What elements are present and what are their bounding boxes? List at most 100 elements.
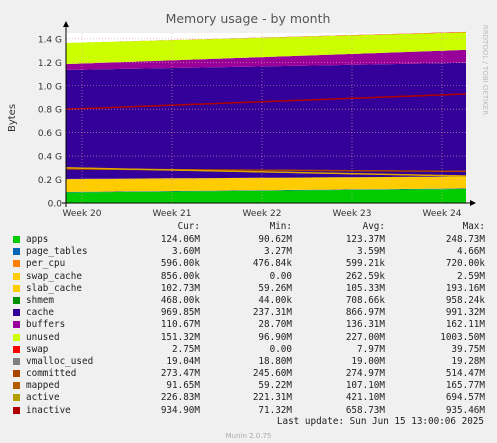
legend-row-inactive: inactive 934.90M 71.32M 658.73M 935.46M bbox=[0, 405, 497, 417]
x-tick-label: Week 20 bbox=[63, 209, 102, 219]
y-axis-label: Bytes bbox=[7, 104, 18, 132]
legend-name: unused bbox=[26, 331, 60, 343]
legend-name: shmem bbox=[26, 294, 54, 306]
legend-swatch bbox=[13, 333, 20, 341]
x-axis-arrow bbox=[470, 200, 476, 206]
legend-row-page-tables: page_tables 3.60M 3.27M 3.59M 4.66M bbox=[0, 246, 497, 258]
legend-row-unused: unused 151.32M 96.90M 227.00M 1003.50M bbox=[0, 332, 497, 344]
line-inactive bbox=[65, 93, 467, 110]
legend-row-swap: swap 2.75M 0.00 7.97M 39.75M bbox=[0, 344, 497, 356]
area-shmem bbox=[66, 176, 466, 180]
legend-name: swap_cache bbox=[26, 270, 82, 282]
legend-cur: 969.85M bbox=[160, 307, 200, 319]
legend-cur: 934.90M bbox=[160, 404, 200, 416]
legend-max: 165.77M bbox=[445, 380, 485, 392]
legend-row-committed: committed 273.47M 245.60M 274.97M 514.47M bbox=[0, 368, 497, 380]
legend-name: per_cpu bbox=[26, 258, 66, 270]
legend-name: mapped bbox=[26, 380, 60, 392]
legend-header-min: Min: bbox=[269, 221, 292, 232]
legend-max: 4.66M bbox=[457, 246, 485, 258]
legend-swatch bbox=[13, 370, 20, 378]
legend-avg: 274.97M bbox=[345, 368, 385, 380]
legend-max: 958.24k bbox=[445, 294, 485, 306]
legend-cur: 91.65M bbox=[166, 380, 200, 392]
legend-cur: 596.00k bbox=[160, 258, 200, 270]
legend-cur: 19.04M bbox=[166, 355, 200, 367]
legend-row-per-cpu: per_cpu 596.00k 476.84k 599.21k 720.00k bbox=[0, 258, 497, 270]
legend-min: 3.27M bbox=[264, 246, 292, 258]
legend-max: 2.59M bbox=[457, 270, 485, 282]
legend-avg: 421.10M bbox=[345, 392, 385, 404]
legend-cur: 226.83M bbox=[160, 392, 200, 404]
legend-swatch bbox=[13, 394, 20, 402]
legend-avg: 3.59M bbox=[357, 246, 385, 258]
legend: apps 124.06M 90.62M 123.37M 248.73M page_tabl… bbox=[0, 234, 497, 417]
legend-row-active: active 226.83M 221.31M 421.10M 694.57M bbox=[0, 392, 497, 404]
legend-min: 71.32M bbox=[258, 404, 292, 416]
legend-swatch bbox=[13, 272, 20, 280]
legend-row-buffers: buffers 110.67M 28.70M 136.31M 162.11M bbox=[0, 319, 497, 331]
area-slab-cache bbox=[66, 176, 466, 192]
legend-header-avg: Avg: bbox=[362, 221, 385, 232]
y-axis-ticks: 0.0 0.2 G 0.4 G 0.6 G 0.8 G 1.0 G 1.2 G 1.4 G bbox=[38, 35, 62, 209]
legend-swatch bbox=[13, 284, 20, 292]
legend-min: 44.00k bbox=[258, 294, 292, 306]
x-tick-label: Week 23 bbox=[333, 209, 372, 219]
legend-max: 19.28M bbox=[451, 355, 485, 367]
legend-max: 162.11M bbox=[445, 319, 485, 331]
legend-min: 18.80M bbox=[258, 355, 292, 367]
y-tick-label: 0.0 bbox=[48, 200, 63, 210]
legend-avg: 123.37M bbox=[345, 234, 385, 245]
legend-min: 0.00 bbox=[269, 270, 292, 282]
legend-min: 59.22M bbox=[258, 380, 292, 392]
legend-name: page_tables bbox=[26, 246, 88, 258]
legend-cur: 2.75M bbox=[172, 343, 200, 355]
munin-version: Munin 2.0.75 bbox=[225, 432, 272, 440]
y-axis-arrow bbox=[63, 21, 69, 27]
area-page-tables bbox=[66, 188, 466, 193]
line-series bbox=[65, 93, 467, 177]
legend-name: committed bbox=[26, 368, 77, 380]
legend-max: 514.47M bbox=[445, 368, 485, 380]
legend-name: cache bbox=[26, 307, 54, 319]
legend-name: apps bbox=[26, 234, 49, 245]
rrdtool-watermark: RRDTOOL / TOBI OETIKER bbox=[481, 25, 489, 115]
legend-avg: 866.97M bbox=[345, 307, 385, 319]
legend-max: 248.73M bbox=[445, 234, 485, 245]
legend-swatch bbox=[13, 406, 20, 414]
legend-avg: 599.21k bbox=[345, 258, 385, 270]
legend-row-shmem: shmem 468.00k 44.00k 708.66k 958.24k bbox=[0, 295, 497, 307]
legend-swatch bbox=[13, 321, 20, 329]
legend-header-max: Max: bbox=[462, 221, 485, 232]
legend-swatch bbox=[13, 296, 20, 304]
legend-max: 1003.50M bbox=[440, 331, 485, 343]
legend-row-cache: cache 969.85M 237.31M 866.97M 991.32M bbox=[0, 307, 497, 319]
legend-max: 694.57M bbox=[445, 392, 485, 404]
legend-cur: 273.47M bbox=[160, 368, 200, 380]
x-tick-label: Week 22 bbox=[243, 209, 282, 219]
legend-row-apps: apps 124.06M 90.62M 123.37M 248.73M bbox=[0, 234, 497, 246]
line-active bbox=[65, 167, 466, 177]
grid-lines bbox=[66, 33, 466, 203]
legend-row-swap-cache: swap_cache 856.00k 0.00 262.59k 2.59M bbox=[0, 271, 497, 283]
legend-min: 90.62M bbox=[258, 234, 292, 245]
legend-cur: 102.73M bbox=[160, 282, 200, 294]
legend-name: vmalloc_used bbox=[26, 355, 94, 367]
legend-header: Cur: Min: Avg: Max: bbox=[0, 221, 497, 233]
legend-min: 245.60M bbox=[252, 368, 292, 380]
legend-min: 0.00 bbox=[269, 343, 292, 355]
legend-row-mapped: mapped 91.65M 59.22M 107.10M 165.77M bbox=[0, 380, 497, 392]
y-tick-label: 0.2 G bbox=[38, 176, 62, 186]
y-tick-label: 0.8 G bbox=[38, 106, 62, 116]
area-buffers bbox=[66, 49, 466, 70]
memory-chart: Memory usage - by month Bytes RRDTOOL / … bbox=[7, 11, 489, 219]
legend-avg: 708.66k bbox=[345, 294, 385, 306]
legend-avg: 658.73M bbox=[345, 404, 385, 416]
legend-max: 935.46M bbox=[445, 404, 485, 416]
y-tick-label: 1.4 G bbox=[38, 35, 62, 45]
last-update: Last update: Sun Jun 15 13:00:06 2025 bbox=[276, 416, 484, 427]
legend-name: swap bbox=[26, 343, 49, 355]
y-tick-label: 1.0 G bbox=[38, 82, 62, 92]
legend-cur: 856.00k bbox=[160, 270, 200, 282]
area-swap bbox=[66, 31, 466, 43]
